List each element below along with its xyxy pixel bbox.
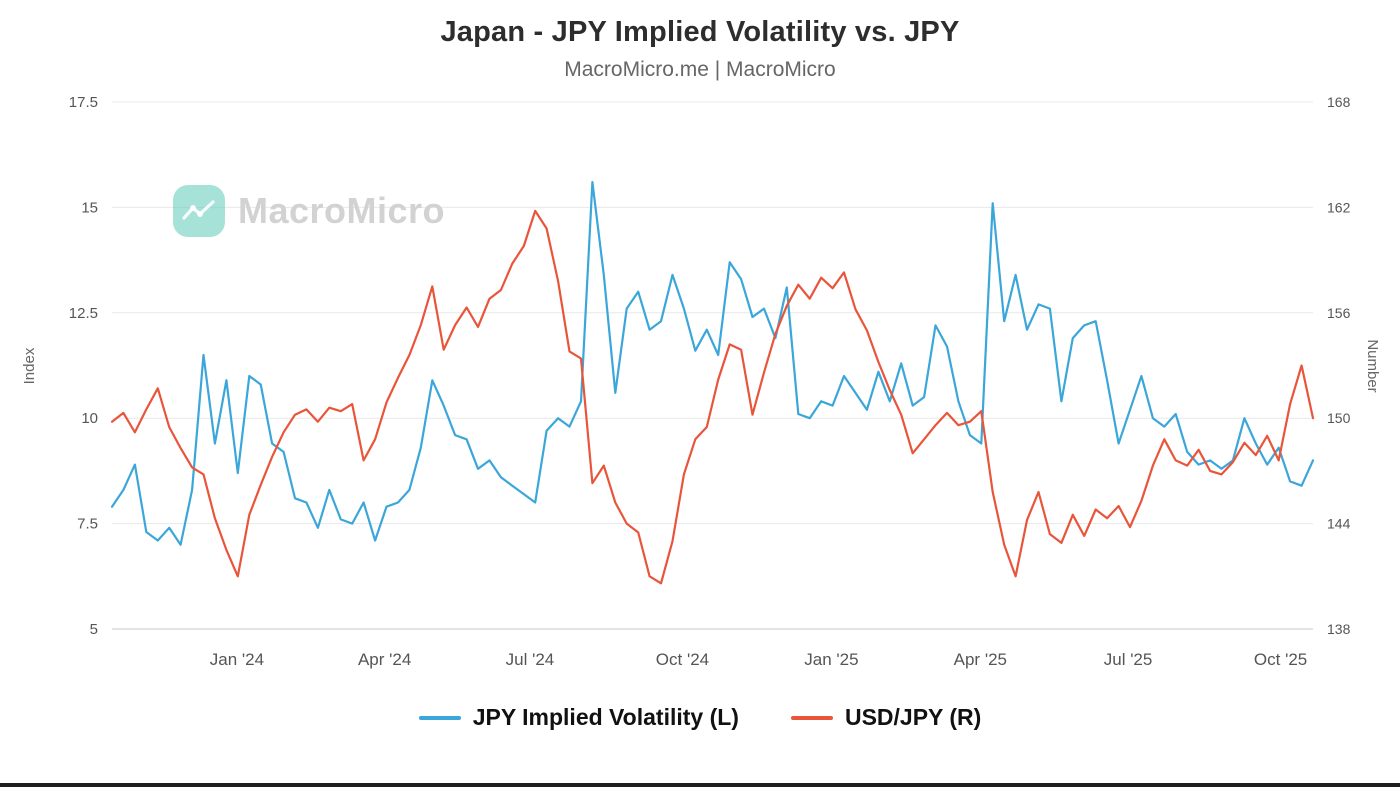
svg-text:144: 144 xyxy=(1327,516,1351,532)
svg-text:Apr '24: Apr '24 xyxy=(358,650,411,669)
svg-text:Jul '25: Jul '25 xyxy=(1104,650,1153,669)
legend-label: USD/JPY (R) xyxy=(844,704,982,730)
screenshot-bottom-edge xyxy=(0,783,1400,787)
svg-text:7.5: 7.5 xyxy=(77,516,98,533)
svg-text:Apr '25: Apr '25 xyxy=(954,650,1007,669)
svg-text:138: 138 xyxy=(1327,621,1351,637)
right-axis-tick-labels: 138 144 150 156 162 168 xyxy=(1327,94,1351,637)
legend-label: JPY Implied Volatility (L) xyxy=(472,704,739,730)
svg-text:10: 10 xyxy=(81,410,98,427)
gridlines xyxy=(112,101,1313,630)
right-axis-title: Number xyxy=(1364,339,1381,392)
svg-text:156: 156 xyxy=(1327,305,1351,321)
svg-text:Jan '24: Jan '24 xyxy=(210,650,264,669)
svg-text:12.5: 12.5 xyxy=(69,305,98,322)
legend-item-usdjpy[interactable]: USD/JPY (R) xyxy=(790,704,982,731)
svg-text:Oct '25: Oct '25 xyxy=(1254,650,1307,669)
dual-axis-line-chart[interactable]: 5 7.5 10 12.5 15 17.5 138 144 150 156 162 168 Jan … xyxy=(0,84,1400,684)
page-title: Japan - JPY Implied Volatility vs. JPY xyxy=(440,16,960,48)
svg-text:150: 150 xyxy=(1327,410,1351,426)
chart-legend: JPY Implied Volatility (L) USD/JPY (R) xyxy=(0,704,1400,731)
page-subtitle: MacroMicro.me | MacroMicro xyxy=(564,58,836,81)
left-axis-tick-labels: 5 7.5 10 12.5 15 17.5 xyxy=(69,94,98,638)
svg-text:Jan '25: Jan '25 xyxy=(804,650,858,669)
series-lines xyxy=(110,180,1315,585)
svg-text:5: 5 xyxy=(90,621,98,638)
blue-line-swatch-icon xyxy=(418,715,461,720)
x-axis-tick-labels: Jan '24 Apr '24 Jul '24 Oct '24 Jan '25 Apr '… xyxy=(210,650,1307,669)
svg-text:Oct '24: Oct '24 xyxy=(656,650,709,669)
svg-text:162: 162 xyxy=(1327,199,1351,215)
red-line-swatch-icon xyxy=(790,715,833,720)
svg-text:15: 15 xyxy=(81,199,98,216)
svg-text:Jul '24: Jul '24 xyxy=(506,650,555,669)
legend-item-jpy-implied-volatility[interactable]: JPY Implied Volatility (L) xyxy=(418,704,739,731)
svg-text:168: 168 xyxy=(1327,94,1351,110)
svg-text:17.5: 17.5 xyxy=(69,94,98,111)
left-axis-title: Index xyxy=(21,347,38,384)
